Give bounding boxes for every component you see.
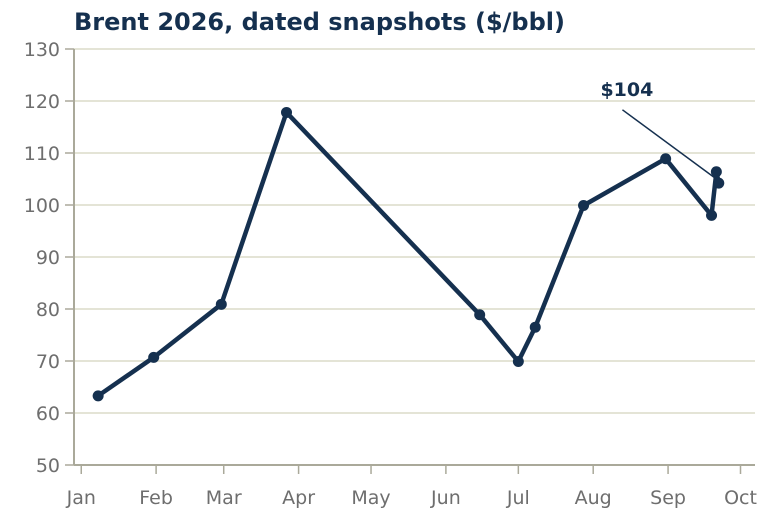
series — [92, 106, 725, 402]
x-tick-label: Aug — [575, 487, 612, 509]
series-line — [95, 110, 722, 399]
y-tick-label: 80 — [36, 299, 60, 321]
x-tick-label: May — [351, 487, 390, 509]
data-point — [474, 309, 486, 321]
chart-title: Brent 2026, dated snapshots ($/bbl) — [74, 8, 565, 36]
data-point — [529, 321, 541, 333]
annotation-label: $104 — [600, 79, 653, 101]
data-point — [578, 200, 590, 212]
x-tick-label: Jan — [66, 487, 96, 509]
y-tick-label: 60 — [36, 403, 60, 425]
annotation: $104 — [600, 79, 717, 180]
grid-lines — [74, 48, 755, 414]
y-tick-label: 110 — [24, 143, 60, 165]
y-tick-label: 100 — [24, 195, 60, 217]
data-point — [706, 209, 718, 221]
x-tick-label: Mar — [206, 487, 242, 509]
x-tick-label: Apr — [282, 487, 315, 509]
y-tick-label: 50 — [36, 455, 60, 477]
data-point — [92, 390, 104, 402]
x-tick-label: Jul — [506, 487, 530, 509]
x-tick-label: Jun — [430, 487, 461, 509]
data-point — [148, 351, 160, 363]
data-point — [713, 177, 725, 189]
data-point — [512, 356, 524, 368]
y-tick-label: 130 — [24, 39, 60, 61]
tick-labels: 50 60 70 80 90 100 110 120 130 Jan Feb Mar Apr May Jun… — [24, 39, 757, 509]
y-tick-label: 120 — [24, 91, 60, 113]
data-point — [660, 153, 672, 165]
y-tick-label: 70 — [36, 351, 60, 373]
x-tick-label: Feb — [139, 487, 173, 509]
annotation-pointer — [622, 109, 717, 180]
data-point — [710, 166, 722, 178]
data-point — [281, 106, 293, 118]
axes — [65, 48, 755, 474]
x-tick-label: Sep — [650, 487, 686, 509]
data-point — [215, 298, 227, 310]
y-tick-label: 90 — [36, 247, 60, 269]
x-tick-label: Oct — [724, 487, 757, 509]
